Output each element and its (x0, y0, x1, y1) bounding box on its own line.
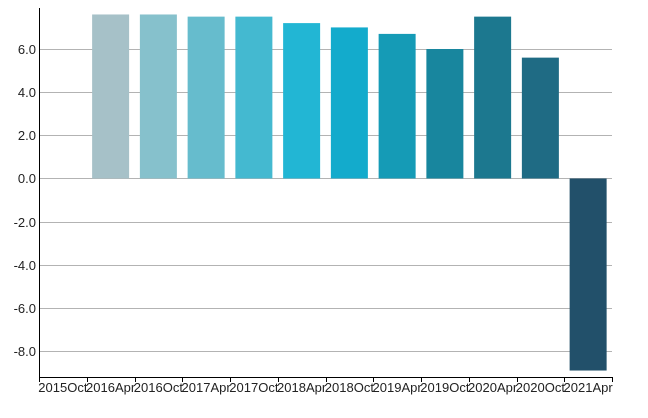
axes (39, 8, 612, 378)
bar-2020apr (474, 16, 512, 179)
bar-2016apr (92, 14, 130, 179)
y-tick-label: 6.0 (18, 42, 36, 57)
x-tick-label: 2018Apr (277, 380, 327, 395)
x-tick-label: 2017Apr (182, 380, 232, 395)
bar-2016oct (139, 14, 177, 179)
x-tick-label: 2021Apr (564, 380, 614, 395)
y-axis-ticks: -8.0 -6.0 -4.0 -2.0 0.0 2.0 4.0 6.0 (14, 42, 36, 359)
x-tick-label: 2018Oct (325, 380, 375, 395)
y-tick-label: 0.0 (18, 171, 36, 186)
x-tick-label: 2016Oct (134, 380, 184, 395)
x-tick-label: 2016Apr (86, 380, 136, 395)
bars (92, 14, 607, 371)
y-tick-label: -4.0 (14, 258, 36, 273)
x-tick-label: 2019Apr (373, 380, 423, 395)
y-tick-label: -6.0 (14, 301, 36, 316)
gridlines (39, 49, 612, 352)
bar-2018apr (283, 23, 321, 179)
bar-2021apr (569, 178, 607, 371)
bar-2020oct (521, 57, 559, 179)
bar-2017oct (235, 16, 273, 179)
x-tick-label: 2015Oct (38, 380, 88, 395)
bar-2019oct (426, 49, 464, 179)
bar-2017apr (187, 16, 225, 179)
y-tick-label: 2.0 (18, 128, 36, 143)
x-tick-label: 2017Oct (229, 380, 279, 395)
y-tick-label: -2.0 (14, 215, 36, 230)
x-tick-label: 2019Oct (420, 380, 470, 395)
bar-2018oct (330, 27, 368, 179)
x-axis-ticks: 2015Oct2016Apr2016Oct2017Apr2017Oct2018A… (38, 377, 613, 395)
x-tick-label: 2020Apr (468, 380, 518, 395)
y-tick-label: 4.0 (18, 85, 36, 100)
y-tick-label: -8.0 (14, 344, 36, 359)
bar-2019apr (378, 33, 416, 179)
x-tick-label: 2020Oct (516, 380, 566, 395)
